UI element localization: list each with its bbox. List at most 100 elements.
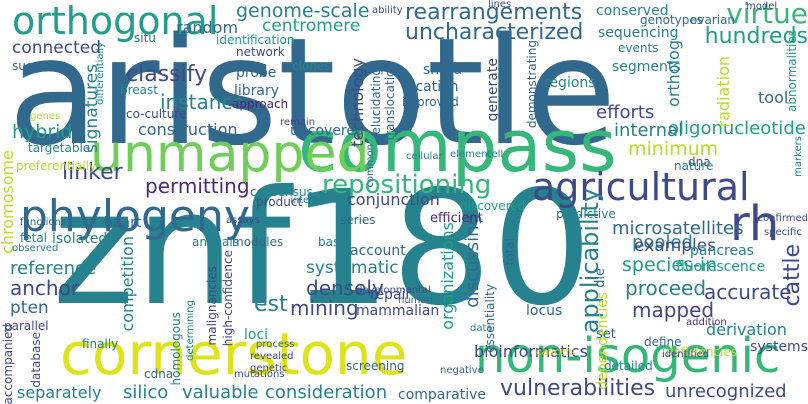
word-aristotle: aristotle <box>8 6 617 178</box>
word-model: model <box>746 1 778 12</box>
word-phylogeny: phylogeny <box>20 191 250 242</box>
word-znf180: znf180 <box>52 157 593 341</box>
word-separately: separately <box>17 383 102 402</box>
word-fluorescence: fluorescence <box>676 259 766 275</box>
word-element: element <box>450 149 492 160</box>
word-non-isogenic: non-isogenic <box>475 328 781 384</box>
word-breast: breast <box>120 83 158 97</box>
word-lines: lines <box>488 0 512 10</box>
word-mammalian: mammalian <box>356 303 440 319</box>
word-bioinformatics: bioinformatics <box>474 342 588 361</box>
word-unmapped: unmapped <box>90 124 370 184</box>
word-functions: functions <box>20 217 67 228</box>
word-database: database <box>29 332 43 388</box>
word-repositioning: repositioning <box>322 170 492 200</box>
word-identified: identified <box>662 349 710 360</box>
word-addition: addition <box>686 317 727 328</box>
word-library: library <box>234 83 280 99</box>
word-observed: observed <box>12 243 59 254</box>
word-orthogonal: orthogonal <box>12 0 219 43</box>
word-negative: negative <box>440 365 484 376</box>
word-discovered: discovered <box>460 199 526 213</box>
word-determining: determining <box>185 300 196 361</box>
word-total: total <box>503 238 517 266</box>
word-parallel: parallel <box>4 319 49 333</box>
word-oligonucleotide: oligonucleotide <box>668 118 806 139</box>
word-cornerstone: cornerstone <box>60 320 408 388</box>
word-finally: finally <box>82 337 119 351</box>
word-pooled: pooled <box>632 232 693 253</box>
word-genes: genes <box>30 111 61 122</box>
word-uncovered: uncovered <box>290 123 364 139</box>
word-specific: specific <box>764 227 802 238</box>
word-minimum: minimum <box>628 138 719 160</box>
word-densely: densely <box>306 276 384 300</box>
word-random: random <box>176 18 239 37</box>
word-basis: basis <box>318 235 349 249</box>
word-microsatellites: microsatellites <box>612 218 744 239</box>
word-demonstrating: demonstrating <box>525 40 539 129</box>
word-malignancies: malignancies <box>205 266 219 346</box>
word-nature: nature <box>674 159 714 173</box>
word-clones: clones <box>292 59 331 73</box>
word-high-confidence: high-confidence <box>221 250 235 347</box>
word-discussing: discussing <box>462 214 483 308</box>
word-mapped: mapped <box>632 298 715 322</box>
word-dna: dna <box>688 155 711 169</box>
word-internal: internal <box>614 120 684 141</box>
word-suggests: suggests <box>12 59 66 73</box>
word-remain: remain <box>280 117 316 128</box>
word-modules: modules <box>232 235 284 249</box>
word-shrna: shrna <box>423 62 463 78</box>
word-process: process <box>256 339 295 350</box>
word-genotypes: genotypes <box>640 13 704 27</box>
word-human: human <box>398 295 433 306</box>
word-targetable: targetable <box>28 141 91 155</box>
word-chromosome: chromosome <box>0 150 17 254</box>
word-animals: animals <box>192 235 239 249</box>
word-examples: examples <box>634 236 717 256</box>
word-identification: identification <box>216 33 295 47</box>
word-deficiencies: deficiencies <box>666 345 738 359</box>
word-assays: assays <box>226 215 260 226</box>
word-derivation: derivation <box>706 320 787 339</box>
word-efforts: efforts <box>596 102 655 123</box>
word-conjunction: conjunction <box>347 190 440 209</box>
word-ability: ability <box>372 5 403 16</box>
word-improved: improved <box>402 95 459 109</box>
word-efficient: efficient <box>430 211 483 226</box>
word-screening: screening <box>346 359 405 373</box>
word-virtue: virtue <box>726 0 808 30</box>
word-vulnerabilities: vulnerabilities <box>500 376 656 401</box>
word-consideration: consideration <box>265 382 388 403</box>
word-proceed: proceed <box>625 276 707 300</box>
word-confirmed: confirmed <box>757 213 808 224</box>
word-conserved: conserved <box>596 3 669 19</box>
word-pten: pten <box>10 298 49 318</box>
word-uncharacterized: uncharacterized <box>405 20 584 45</box>
word-cdna: cdna <box>144 367 174 381</box>
word-species-in: species-in <box>622 254 718 276</box>
word-ovarian: ovarian <box>690 13 736 27</box>
word-situ: situ <box>134 31 156 45</box>
word-predictive: predictive <box>556 207 616 221</box>
word-valuable: valuable <box>182 382 259 403</box>
word-abnormalities: abnormalities <box>785 30 799 113</box>
word-loci: loci <box>244 327 269 343</box>
word-pancreas: pancreas <box>690 243 754 259</box>
word-cellular: cellular <box>406 151 443 162</box>
word-developmental: developmental <box>356 285 431 296</box>
word-generate: generate <box>485 58 501 122</box>
word-co-culture: co-culture <box>126 107 187 121</box>
word-common: common <box>365 144 376 188</box>
word-preferentially: preferentially <box>16 159 97 173</box>
word-systematic: systematic <box>306 258 399 278</box>
word-tool: tool <box>758 88 789 107</box>
word-network: network <box>236 45 285 59</box>
word-interactions: interactions <box>290 195 350 206</box>
word-accurate: accurate <box>704 280 792 304</box>
word-classify: classify <box>126 62 208 87</box>
word-unrecognized: unrecognized <box>665 381 787 402</box>
word-heart: heart <box>104 215 142 231</box>
